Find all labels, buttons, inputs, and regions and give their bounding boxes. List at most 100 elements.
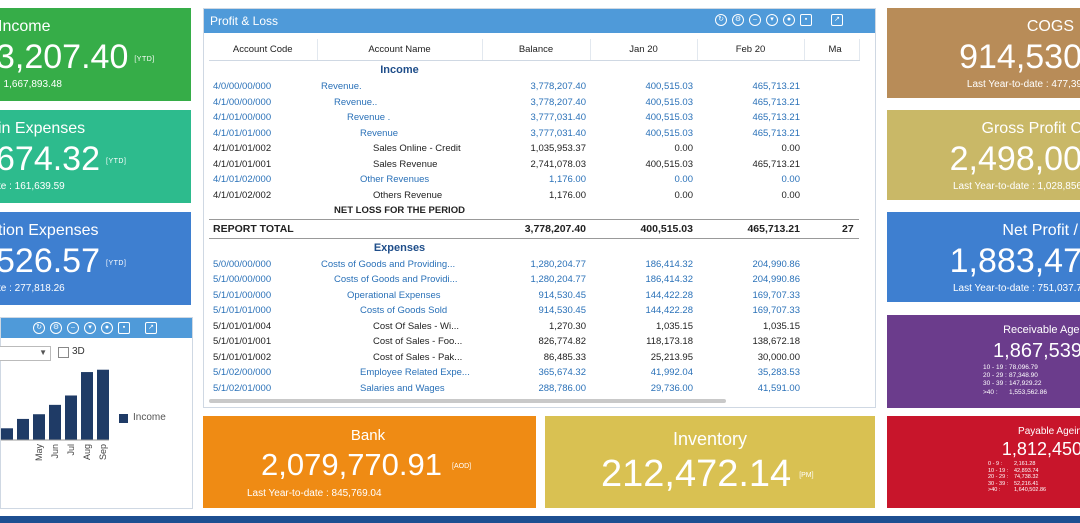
minus-icon[interactable]: – <box>67 322 79 334</box>
net-profit-value: 1,883,47 <box>949 242 1080 280</box>
settings-icon[interactable]: ⚙ <box>50 322 62 334</box>
inventory-tile[interactable]: Inventory 212,472.14 [PM] <box>545 416 875 508</box>
table-row: 4/1/01/01/001 Sales Revenue 2,741,078.03 40… <box>209 157 859 173</box>
aging-amount: 87,348.90 <box>1009 372 1038 380</box>
col-mar[interactable]: Ma <box>804 39 860 61</box>
x-axis-label: Jun <box>50 444 60 459</box>
horizontal-scrollbar[interactable] <box>209 399 726 403</box>
net-profit-tile[interactable]: Net Profit / 1,883,47 Last Year-to-date … <box>887 212 1080 302</box>
bank-tile[interactable]: Bank 2,079,770.91 [AOD] Last Year-to-date… <box>203 416 536 508</box>
col-account-name[interactable]: Account Name <box>317 39 483 61</box>
chart-bar[interactable] <box>17 418 29 440</box>
table-row[interactable]: 5/1/00/00/000 Costs of Goods and Providi.… <box>209 272 859 288</box>
balance-cell: 3,777,031.40 <box>530 112 586 124</box>
table-row[interactable]: 5/1/02/00/000 Employee Related Expe... 365… <box>209 365 859 381</box>
income-chart-panel: ↻ ⚙ – ▾ ● ▪ ↗ ▼ 3D May Jun Jul Aug Sep Incom… <box>0 317 193 509</box>
aging-amount: 78,096.79 <box>1009 364 1038 371</box>
feb-cell: 138,672.18 <box>752 336 800 348</box>
cogs-tile[interactable]: COGS 914,530 Last Year-to-date : 477,39 <box>887 8 1080 98</box>
x-axis-label: Sep <box>98 444 108 460</box>
aging-amount: 1,553,562.86 <box>1009 388 1047 396</box>
chart-type-select[interactable]: ▼ <box>0 346 51 361</box>
receivable-aging-tile[interactable]: Receivable Agei 1,867,539 10 - 19 :78,09… <box>887 315 1080 408</box>
admin-expenses-tile[interactable]: in Expenses 674.32 [YTD] te : 161,639.59 <box>0 110 191 203</box>
feb-cell: 465,713.21 <box>752 127 800 139</box>
chart-bar[interactable] <box>49 404 61 440</box>
table-row[interactable]: 4/1/00/00/000 Revenue.. 3,778,207.40 400,51… <box>209 95 859 111</box>
operation-expenses-tile[interactable]: tion Expenses 526.57 [YTD] te : 277,818.2… <box>0 212 191 305</box>
expand-icon[interactable]: ↗ <box>145 322 157 334</box>
table-row: 5/1/01/01/004 Cost Of Sales - Wi... 1,270.… <box>209 319 859 335</box>
table-row[interactable]: 5/1/01/01/000 Costs of Goods Sold 914,530.… <box>209 303 859 319</box>
account-name-cell: Sales Revenue <box>373 158 438 170</box>
feb-cell: 30,000.00 <box>757 351 800 363</box>
gross-profit-tile[interactable]: Gross Profit C 2,498,00 Last Year-to-dat… <box>887 110 1080 200</box>
account-code-cell: 5/1/01/01/001 <box>213 336 272 348</box>
mar-cell <box>804 381 859 397</box>
settings-icon[interactable]: ⚙ <box>732 14 744 26</box>
table-row[interactable]: 5/1/01/00/000 Operational Expenses 914,530… <box>209 288 859 304</box>
chart-bar[interactable] <box>65 395 77 440</box>
expand-icon[interactable]: ↗ <box>831 14 843 26</box>
account-code-cell: 4/1/01/01/000 <box>213 127 272 139</box>
gross-profit-last-year: Last Year-to-date : 1,028,856 <box>953 181 1080 192</box>
income-title: Income <box>0 18 51 35</box>
income-tile[interactable]: Income 3,207.40 [YTD] : 1,667,893.48 <box>0 8 191 101</box>
section-title: Expenses <box>373 241 426 254</box>
minus-icon[interactable]: – <box>749 14 761 26</box>
feb-cell: 0.00 <box>781 189 801 201</box>
aging-bucket: 20 - 29 : <box>988 474 1009 480</box>
balance-cell: 288,786.00 <box>538 382 586 394</box>
mar-cell: 27 <box>804 218 859 239</box>
chart-bar[interactable] <box>81 372 93 440</box>
save-icon[interactable]: ▪ <box>118 322 130 334</box>
account-code-cell: 5/1/02/01/000 <box>213 382 272 394</box>
gross-profit-title: Gross Profit C <box>981 120 1080 137</box>
mar-cell <box>804 319 859 335</box>
table-row[interactable]: 4/1/01/02/000 Other Revenues 1,176.00 0.00 0… <box>209 172 859 188</box>
aging-row: 10 - 19 :78,096.79 <box>983 364 1047 372</box>
account-name-cell: Revenue <box>360 127 399 139</box>
net-profit-title: Net Profit / <box>1002 222 1078 239</box>
col-account-code[interactable]: Account Code <box>209 39 318 61</box>
filter-icon[interactable]: ▾ <box>84 322 96 334</box>
jan-cell: 0.00 <box>674 189 694 201</box>
save-icon[interactable]: ▪ <box>800 14 812 26</box>
3d-checkbox[interactable] <box>58 347 69 358</box>
aging-row: 30 - 39 : 52,216.41 <box>988 481 1046 488</box>
receivable-aging-list: 10 - 19 :78,096.79 20 - 29 :87,348.90 30 -… <box>983 364 1047 397</box>
table-row[interactable]: 5/1/02/01/000 Salaries and Wages 288,786.0… <box>209 381 859 397</box>
table-row[interactable]: 5/0/00/00/000 Costs of Goods and Providin… <box>209 257 859 273</box>
mar-cell <box>804 79 859 95</box>
account-code-cell: REPORT TOTAL <box>209 218 317 239</box>
balance-cell: 2,741,078.03 <box>530 158 586 170</box>
payable-aging-tile[interactable]: Payable Agein 1,812,450 0 - 9 :2,161.28 1… <box>887 416 1080 508</box>
table-row: NET LOSS FOR THE PERIOD <box>209 203 859 219</box>
gross-profit-value: 2,498,00 <box>949 140 1080 178</box>
aging-amount: 52,216.41 <box>1014 480 1039 487</box>
table-row[interactable]: 4/1/01/00/000 Revenue . 3,777,031.40 400,51… <box>209 110 859 126</box>
camera-icon[interactable]: ● <box>783 14 795 26</box>
mar-cell <box>804 334 859 350</box>
account-name-cell <box>317 218 482 239</box>
table-row: 5/1/01/01/002 Cost of Sales - Pak... 86,48… <box>209 350 859 366</box>
table-row[interactable]: 4/1/01/01/000 Revenue 3,777,031.40 400,515.… <box>209 126 859 142</box>
col-jan[interactable]: Jan 20 <box>590 39 698 61</box>
filter-icon[interactable]: ▾ <box>766 14 778 26</box>
chart-bar[interactable] <box>33 414 45 440</box>
feb-cell: 41,591.00 <box>757 382 800 394</box>
aging-row: >40 : 1,640,502.86 <box>988 487 1046 494</box>
col-feb[interactable]: Feb 20 <box>697 39 805 61</box>
jan-cell: 400,515.03 <box>645 112 693 124</box>
mar-cell <box>804 257 859 273</box>
camera-icon[interactable]: ● <box>101 322 113 334</box>
chart-bar[interactable] <box>97 369 109 440</box>
balance-cell: 3,778,207.40 <box>530 81 586 93</box>
aging-row: 30 - 39 :147,929.22 <box>983 380 1047 388</box>
col-balance[interactable]: Balance <box>482 39 591 61</box>
refresh-icon[interactable]: ↻ <box>33 322 45 334</box>
refresh-icon[interactable]: ↻ <box>715 14 727 26</box>
chart-bar[interactable] <box>1 428 13 440</box>
mar-cell <box>804 126 859 142</box>
table-row[interactable]: 4/0/00/00/000 Revenue. 3,778,207.40 400,515… <box>209 79 859 95</box>
